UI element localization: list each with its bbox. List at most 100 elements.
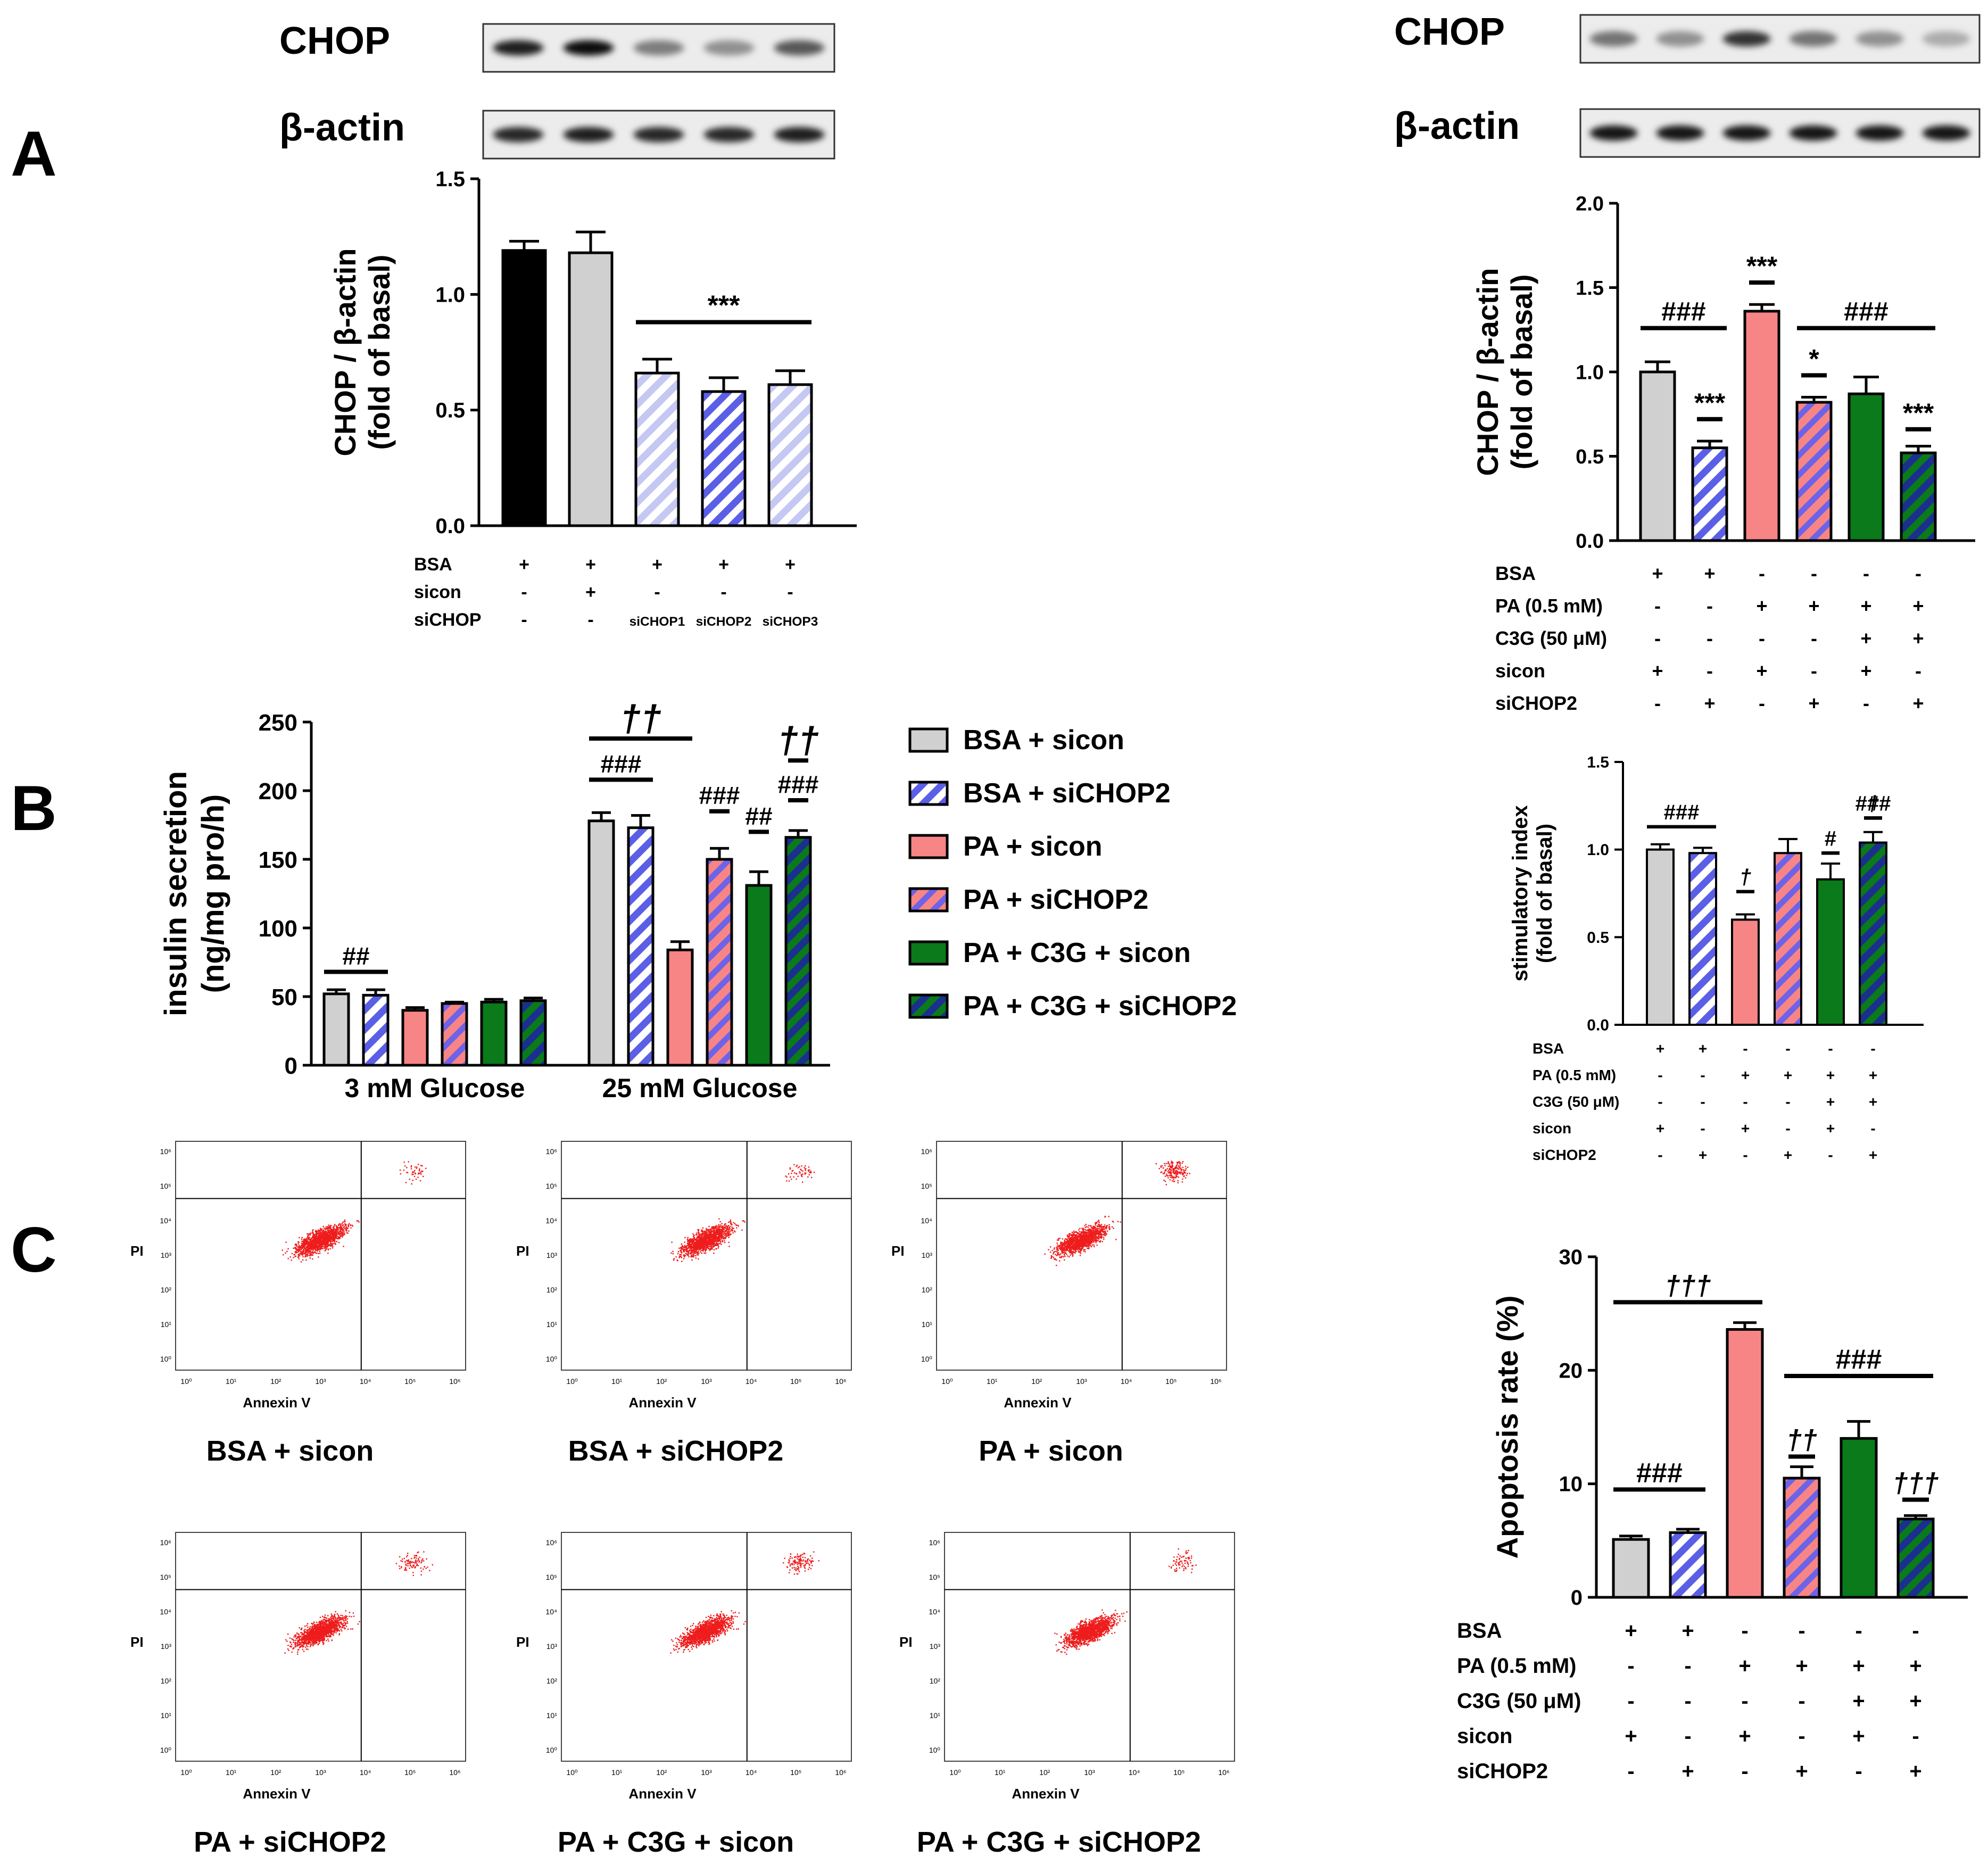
y-axis-label: CHOP / β-actin xyxy=(328,248,362,457)
chart-chop-treatment: 0.0 0.5 1.0 1.5 2.0 CHOP / β-actin (fold of ba… xyxy=(1471,193,1975,714)
y-axis-label: (fold of basal) xyxy=(1505,274,1538,469)
blot-band xyxy=(493,127,544,143)
bar xyxy=(519,999,547,1067)
blot-band xyxy=(1922,31,1970,47)
condition-mark: - xyxy=(1785,1120,1790,1137)
condition-mark: + xyxy=(1912,692,1924,714)
bar xyxy=(1900,451,1937,542)
bar xyxy=(627,826,655,1067)
x-tick-label: 10² xyxy=(270,1768,281,1777)
x-tick-label: 10⁴ xyxy=(360,1768,371,1777)
condition-mark: - xyxy=(1741,1619,1748,1643)
condition-mark: + xyxy=(1756,595,1767,617)
x-tick-label: 10² xyxy=(1031,1377,1042,1386)
flow-plot: 10⁰ 10⁰ 10¹ 10¹ 10² 10² 10³ 10³ 10⁴ 10⁴ 10⁵ 10⁵ 10⁶ 1… xyxy=(891,1141,1227,1467)
condition-mark: - xyxy=(521,610,527,630)
condition-mark: - xyxy=(1627,1654,1634,1678)
bar xyxy=(1612,1538,1650,1599)
y-tick-label: 10⁰ xyxy=(929,1746,941,1754)
y-tick-label: 10¹ xyxy=(930,1711,941,1720)
blot-band xyxy=(1722,125,1771,141)
condition-mark: - xyxy=(1828,1147,1833,1163)
condition-mark: - xyxy=(1798,1619,1805,1643)
significance-label: † xyxy=(1867,792,1879,815)
significance-label: ### xyxy=(1844,297,1888,327)
bar xyxy=(1646,848,1675,1026)
y-tick-label: 100 xyxy=(259,916,297,942)
y-tick-label: 0.5 xyxy=(1587,929,1609,947)
y-axis-label: (fold of basal) xyxy=(362,254,396,450)
flow-caption: PA + C3G + sicon xyxy=(558,1826,794,1858)
legend-swatch xyxy=(908,834,949,859)
flow-dots xyxy=(284,1551,433,1655)
condition-label: sicon xyxy=(414,582,461,602)
flow-plot-frame xyxy=(561,1141,852,1371)
y-tick-label: 10⁴ xyxy=(160,1607,171,1616)
legend-label: PA + sicon xyxy=(963,831,1103,862)
y-tick-label: 10⁶ xyxy=(921,1147,932,1156)
y-tick-label: 10⁶ xyxy=(160,1538,171,1547)
x-tick-label: 10³ xyxy=(1076,1377,1087,1386)
chart-chop-knockdown: 0.0 0.5 1.0 1.5 CHOP / β-actin (fold of basal… xyxy=(328,168,857,630)
condition-mark: - xyxy=(1915,562,1921,584)
blot-band xyxy=(1656,31,1704,47)
y-tick-label: 10³ xyxy=(161,1251,172,1259)
y-tick-label: 10⁵ xyxy=(546,1182,557,1190)
panel-label-b: B xyxy=(11,773,57,844)
x-tick-label: 10⁰ xyxy=(941,1377,953,1386)
y-tick-label: 10¹ xyxy=(546,1320,558,1329)
bar xyxy=(1639,370,1676,542)
y-tick-label: 0 xyxy=(1571,1586,1583,1610)
condition-mark: - xyxy=(1863,562,1869,584)
condition-label: siCHOP xyxy=(414,610,482,630)
condition-label: PA (0.5 mM) xyxy=(1533,1067,1616,1083)
y-tick-label: 10⁴ xyxy=(545,1607,557,1616)
flow-dots xyxy=(670,1164,815,1262)
legend-swatch xyxy=(908,940,949,966)
y-axis-label: PI xyxy=(899,1634,913,1650)
condition-mark: + xyxy=(1741,1067,1750,1083)
condition-mark: + xyxy=(1826,1067,1835,1083)
x-tick-label: 10⁵ xyxy=(1173,1768,1184,1777)
condition-mark: + xyxy=(1784,1147,1792,1163)
condition-mark: + xyxy=(1681,1760,1694,1783)
y-tick-label: 10² xyxy=(546,1286,558,1294)
y-tick-label: 0.0 xyxy=(1587,1017,1609,1034)
condition-mark: - xyxy=(1785,1040,1790,1057)
legend-label: BSA + sicon xyxy=(963,725,1124,756)
blot-band xyxy=(1656,125,1704,141)
blot-band xyxy=(563,40,614,56)
bar xyxy=(1840,1437,1878,1599)
x-axis-label: Annexin V xyxy=(243,1395,311,1411)
significance-label: ## xyxy=(342,942,369,970)
flow-plot: 10⁰ 10⁰ 10¹ 10¹ 10² 10² 10³ 10³ 10⁴ 10⁴ 10⁵ 10⁵ 10⁶ 1… xyxy=(516,1141,852,1467)
y-tick-label: 10³ xyxy=(546,1642,558,1651)
condition-mark: - xyxy=(1912,1619,1919,1643)
y-tick-label: 1.0 xyxy=(1587,841,1609,859)
x-tick-label: 10⁶ xyxy=(835,1377,846,1386)
y-tick-label: 10² xyxy=(161,1286,172,1294)
blot-label: CHOP xyxy=(279,20,390,62)
condition-mark: - xyxy=(1654,692,1661,714)
y-tick-label: 2.0 xyxy=(1576,193,1604,215)
x-tick-label: 10¹ xyxy=(995,1768,1006,1777)
bar xyxy=(1896,1518,1935,1599)
flow-plot-frame xyxy=(561,1532,852,1762)
y-axis-label: insulin secretion xyxy=(159,771,193,1016)
significance-label: ### xyxy=(1636,1457,1683,1488)
blot-band xyxy=(703,127,755,143)
y-tick-label: 10³ xyxy=(930,1642,941,1651)
significance-label: ### xyxy=(1856,792,1891,815)
x-tick-label: 10³ xyxy=(315,1768,326,1777)
condition-mark: - xyxy=(1684,1654,1691,1678)
condition-mark: + xyxy=(1852,1689,1865,1713)
condition-mark: + xyxy=(1738,1724,1751,1748)
condition-label: siCHOP2 xyxy=(1457,1760,1548,1783)
blot-strip xyxy=(1579,14,1981,64)
blot-band xyxy=(563,127,614,143)
flow-caption: BSA + siCHOP2 xyxy=(568,1435,784,1467)
blot-band xyxy=(1856,125,1904,141)
blot-strip xyxy=(1579,108,1981,158)
y-tick-label: 10¹ xyxy=(922,1320,933,1329)
flow-plot-frame xyxy=(175,1532,466,1762)
